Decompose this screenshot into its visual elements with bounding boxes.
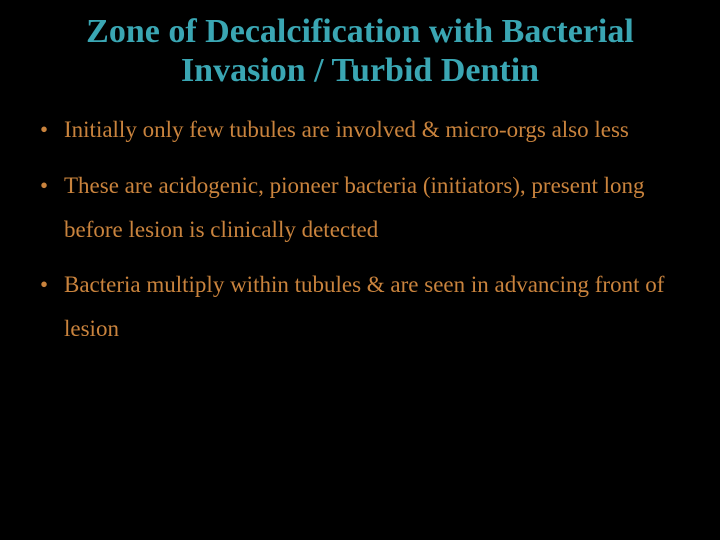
bullet-text: These are acidogenic, pioneer bacteria (… [64,173,645,242]
bullet-list: Initially only few tubules are involved … [36,108,684,350]
bullet-text: Bacteria multiply within tubules & are s… [64,272,664,341]
slide-title: Zone of Decalcification with Bacterial I… [36,12,684,90]
list-item: These are acidogenic, pioneer bacteria (… [36,164,684,251]
list-item: Initially only few tubules are involved … [36,108,684,152]
bullet-text: Initially only few tubules are involved … [64,117,629,142]
slide: Zone of Decalcification with Bacterial I… [0,0,720,540]
list-item: Bacteria multiply within tubules & are s… [36,263,684,350]
